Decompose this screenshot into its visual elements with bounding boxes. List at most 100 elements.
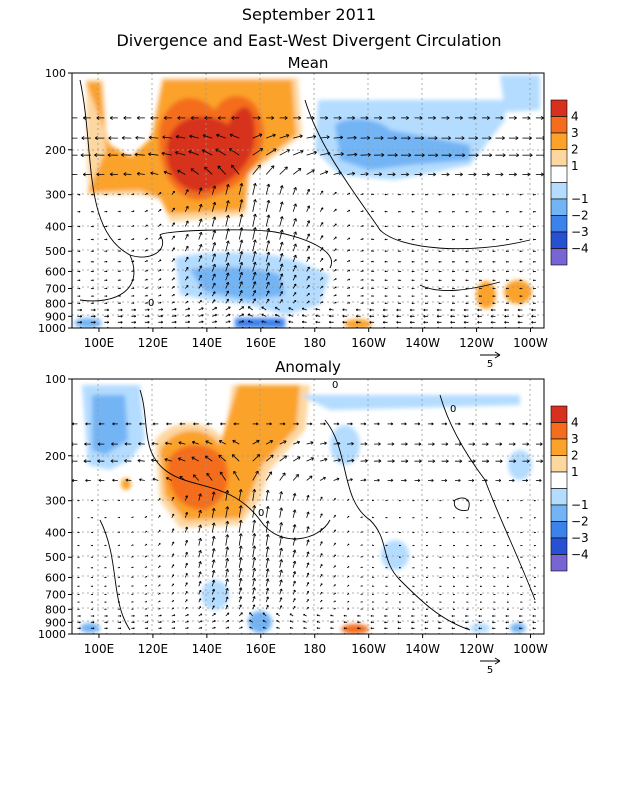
colorbar-label: 3: [571, 432, 579, 446]
shade-negative-c2-anomaly: [508, 450, 532, 480]
colorbar-swatch: [551, 439, 567, 456]
contour-label-anomaly-1: 0: [332, 380, 338, 391]
contour-label-anomaly-2: 0: [450, 404, 456, 415]
colorbar-label: 4: [571, 416, 579, 430]
colorbar-swatch: [551, 505, 567, 522]
contour-line-5-anomaly: [454, 498, 469, 510]
colorbar-label: −3: [571, 531, 589, 545]
y-tick-label: 500: [45, 551, 66, 564]
colorbar-swatch: [551, 489, 567, 506]
colorbar-swatch: [551, 249, 567, 266]
shade-negative-right-anomaly: [300, 395, 520, 410]
shade-negative-e-anomaly: [201, 580, 229, 610]
x-tick-label: 120E: [138, 642, 169, 656]
colorbar-swatch: [551, 199, 567, 216]
shading-mean: [74, 75, 540, 329]
colorbar-label: −2: [571, 515, 589, 529]
colorbar-swatch: [551, 232, 567, 249]
y-tick-label: 100: [45, 373, 66, 386]
y-tick-label: 800: [45, 297, 66, 310]
reference-vector-label-anomaly: 5: [487, 665, 493, 676]
x-tick-label: 160E: [246, 336, 277, 350]
colorbar-swatch: [551, 216, 567, 233]
panel-anomaly: Anomaly: [38, 358, 589, 676]
x-tick-label: 140E: [192, 642, 223, 656]
figure-title: September 2011: [242, 5, 376, 24]
x-tick-label: 140W: [405, 336, 440, 350]
x-tick-label: 160W: [351, 642, 386, 656]
colorbar-label: −4: [571, 548, 589, 562]
colorbar-label: 4: [571, 110, 579, 124]
y-tick-label: 800: [45, 603, 66, 616]
x-tick-label: 160E: [246, 642, 277, 656]
y-tick-label: 1000: [38, 322, 66, 335]
colorbar-label: −4: [571, 242, 589, 256]
y-tick-label: 400: [45, 527, 66, 540]
reference-vector-label-mean: 5: [487, 359, 493, 370]
colorbar-swatch: [551, 183, 567, 200]
y-tick-label: 600: [45, 265, 66, 278]
y-tick-label: 500: [45, 245, 66, 258]
shade-negative-g-anomaly: [80, 623, 100, 633]
colorbar-label: −1: [571, 192, 589, 206]
reference-vector-anomaly: 5: [480, 658, 500, 676]
shade-negative-i-anomaly: [510, 623, 526, 633]
x-tick-label: 140W: [405, 642, 440, 656]
colorbar-swatch: [551, 423, 567, 440]
x-tick-label: 160W: [351, 336, 386, 350]
y-tick-label: 300: [45, 189, 66, 202]
x-tick-label: 120E: [138, 336, 169, 350]
colorbar-swatch: [551, 472, 567, 489]
x-tick-label: 100W: [513, 336, 548, 350]
contour-line-3-anomaly: [440, 395, 535, 600]
y-tick-label: 200: [45, 450, 66, 463]
colorbar-label: 3: [571, 126, 579, 140]
x-tick-label: 120W: [459, 336, 494, 350]
x-tick-label: 120W: [459, 642, 494, 656]
x-tick-label: 180: [303, 336, 326, 350]
colorbar-label: 2: [571, 449, 579, 463]
shade-orange-br2-mean: [504, 280, 532, 304]
shade-negative-ur-mean: [500, 75, 540, 112]
colorbar-label: 1: [571, 159, 579, 173]
contour-label-anomaly-3: 0: [258, 508, 264, 519]
colorbar-label: −3: [571, 225, 589, 239]
y-tick-label: 700: [45, 283, 66, 296]
colorbar-label: 1: [571, 465, 579, 479]
x-tick-label: 180: [303, 642, 326, 656]
x-tick-label: 100E: [84, 642, 115, 656]
y-tick-label: 100: [45, 67, 66, 80]
shade-orange-bot-anomaly: [341, 624, 369, 634]
shading-anomaly: [80, 385, 532, 634]
vectors-anomaly: [70, 423, 542, 635]
panel-mean: Mean: [38, 54, 589, 370]
colorbar-swatch: [551, 166, 567, 183]
y-tick-label: 700: [45, 589, 66, 602]
shade-negative-c-anomaly: [330, 425, 360, 465]
colorbar-anomaly: 4 3 2 1 −1 −2 −3 −4: [551, 406, 589, 571]
y-tick-label: 400: [45, 221, 66, 234]
colorbar-swatch: [551, 117, 567, 134]
colorbar-swatch: [551, 456, 567, 473]
colorbar-swatch: [551, 406, 567, 423]
contours-anomaly: [100, 390, 535, 630]
y-tick-label: 300: [45, 495, 66, 508]
panel-title-anomaly: Anomaly: [275, 358, 341, 376]
shade-negative-d-anomaly: [381, 540, 409, 570]
colorbar-label: 2: [571, 143, 579, 157]
colorbar-swatch: [551, 150, 567, 167]
y-tick-label: 200: [45, 144, 66, 157]
colorbar-swatch: [551, 133, 567, 150]
x-tick-label: 140E: [192, 336, 223, 350]
reference-vector-mean: 5: [480, 352, 500, 370]
colorbar-label: −1: [571, 498, 589, 512]
panel-title-mean: Mean: [288, 54, 329, 72]
y-tick-label: 600: [45, 571, 66, 584]
